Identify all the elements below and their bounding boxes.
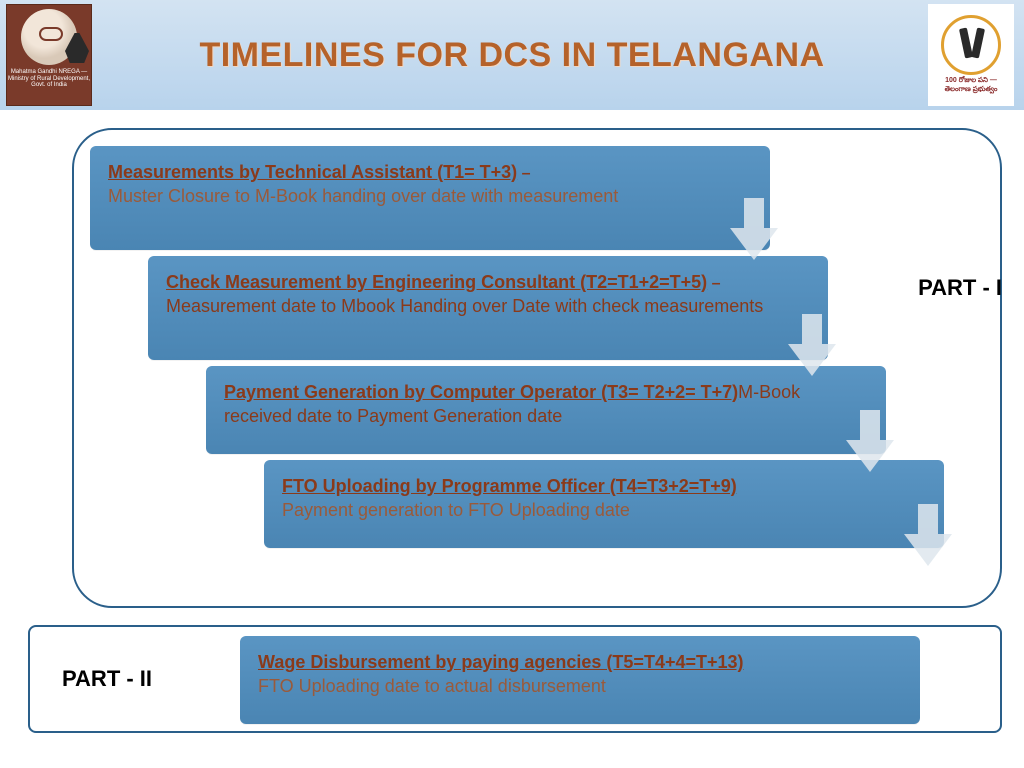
step-wage-disbursement: Wage Disbursement by paying agencies (T5… — [240, 636, 920, 724]
part2-label: PART - II — [62, 666, 152, 692]
part1-label: PART - I — [918, 275, 1002, 301]
step-heading: Wage Disbursement by paying agencies (T5… — [258, 652, 744, 672]
flow-arrow-icon — [730, 198, 778, 260]
step-measurements: Measurements by Technical Assistant (T1=… — [90, 146, 770, 250]
step-dash: – — [517, 165, 530, 182]
nrega-logo: Mahatma Gandhi NREGA — Ministry of Rural… — [6, 4, 92, 106]
step-desc: Muster Closure to M-Book handing over da… — [108, 186, 618, 206]
flow-arrow-icon — [788, 314, 836, 376]
step-heading: Measurements by Technical Assistant (T1=… — [108, 162, 517, 182]
step-heading: Payment Generation by Computer Operator … — [224, 382, 738, 402]
flow-arrow-icon — [846, 410, 894, 472]
step-heading: Check Measurement by Engineering Consult… — [166, 272, 707, 292]
flow-arrow-icon — [904, 504, 952, 566]
telangana-logo-caption: 100 రోజుల పని — తెలంగాణ ప్రభుత్వం — [936, 77, 1006, 95]
step-payment-generation: Payment Generation by Computer Operator … — [206, 366, 886, 454]
step-desc: Payment generation to FTO Uploading date — [282, 500, 630, 520]
nrega-logo-caption: Mahatma Gandhi NREGA — Ministry of Rural… — [7, 69, 91, 89]
header-bar: Mahatma Gandhi NREGA — Ministry of Rural… — [0, 0, 1024, 110]
step-dash: – — [707, 275, 720, 292]
page-title: TIMELINES FOR DCS IN TELANGANA — [199, 36, 824, 75]
step-desc: Measurement date to Mbook Handing over D… — [166, 296, 763, 316]
step-check-measurement: Check Measurement by Engineering Consult… — [148, 256, 828, 360]
step-desc: FTO Uploading date to actual disbursemen… — [258, 676, 606, 696]
step-fto-uploading: FTO Uploading by Programme Officer (T4=T… — [264, 460, 944, 548]
telangana-logo: 100 రోజుల పని — తెలంగాణ ప్రభుత్వం — [928, 4, 1014, 106]
step-heading: FTO Uploading by Programme Officer (T4=T… — [282, 476, 737, 496]
